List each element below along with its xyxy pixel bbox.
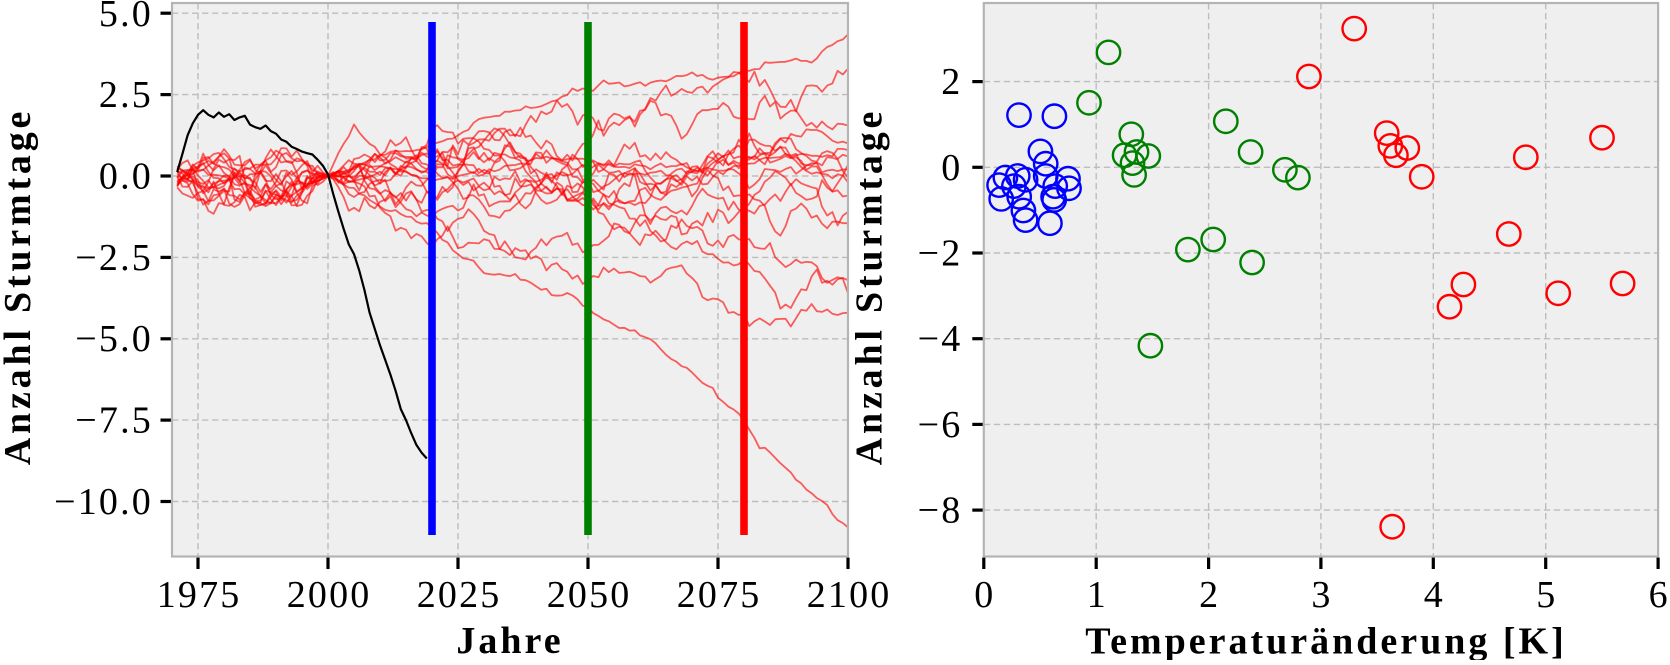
svg-text:5: 5 bbox=[1536, 574, 1557, 616]
svg-text:Anzahl Sturmtage: Anzahl Sturmtage bbox=[0, 108, 39, 465]
svg-text:2: 2 bbox=[1199, 574, 1220, 616]
svg-text:5.0: 5.0 bbox=[99, 0, 153, 35]
svg-text:−8: −8 bbox=[918, 490, 963, 532]
svg-text:2: 2 bbox=[941, 61, 962, 103]
svg-text:0: 0 bbox=[974, 574, 995, 616]
svg-text:1: 1 bbox=[1087, 574, 1108, 616]
svg-text:Temperaturänderung [K]: Temperaturänderung [K] bbox=[1085, 621, 1567, 661]
svg-text:Anzahl Sturmtage: Anzahl Sturmtage bbox=[849, 108, 891, 465]
svg-text:0.0: 0.0 bbox=[99, 156, 153, 198]
svg-text:6: 6 bbox=[1649, 574, 1670, 616]
svg-text:2025: 2025 bbox=[417, 574, 502, 616]
svg-text:1975: 1975 bbox=[157, 574, 242, 616]
svg-text:2075: 2075 bbox=[677, 574, 762, 616]
svg-text:2050: 2050 bbox=[547, 574, 632, 616]
svg-text:−2: −2 bbox=[918, 233, 963, 275]
svg-text:−4: −4 bbox=[918, 318, 963, 360]
svg-text:0: 0 bbox=[941, 147, 962, 189]
svg-text:4: 4 bbox=[1424, 574, 1445, 616]
svg-text:2000: 2000 bbox=[287, 574, 372, 616]
svg-text:Jahre: Jahre bbox=[456, 620, 563, 660]
svg-text:−7.5: −7.5 bbox=[75, 400, 153, 442]
svg-text:−6: −6 bbox=[918, 404, 963, 446]
svg-text:3: 3 bbox=[1311, 574, 1332, 616]
svg-text:2.5: 2.5 bbox=[99, 74, 153, 116]
svg-text:−2.5: −2.5 bbox=[75, 237, 153, 279]
svg-text:−10.0: −10.0 bbox=[54, 481, 153, 523]
svg-text:2100: 2100 bbox=[807, 574, 892, 616]
svg-text:−5.0: −5.0 bbox=[75, 318, 153, 360]
